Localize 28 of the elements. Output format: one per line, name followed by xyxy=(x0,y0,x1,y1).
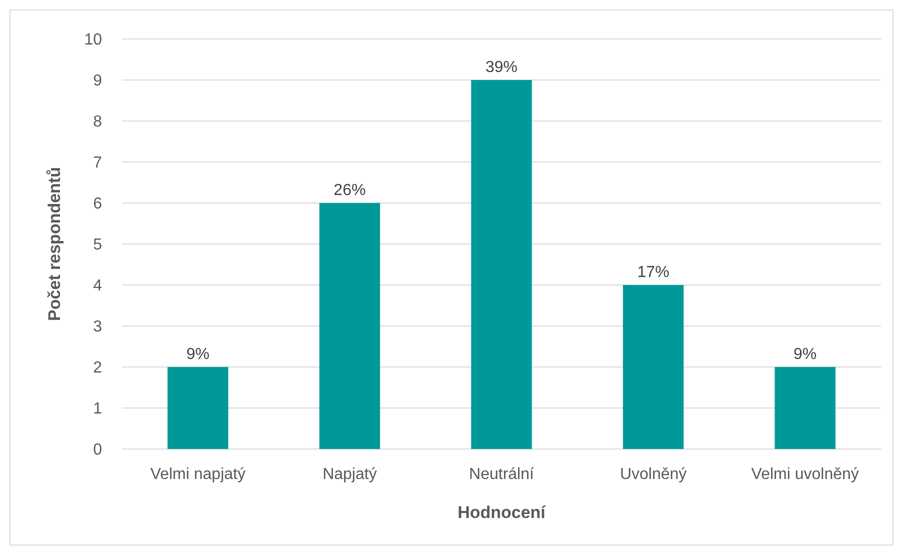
y-tick-label: 3 xyxy=(93,318,102,336)
y-tick-label: 4 xyxy=(93,278,102,295)
y-tick-label: 7 xyxy=(93,154,102,172)
x-tick-label: Napjatý xyxy=(322,466,377,483)
y-tick-label: 8 xyxy=(93,114,102,131)
bar xyxy=(471,80,532,449)
y-tick-label: 5 xyxy=(93,236,102,254)
y-tick-label: 2 xyxy=(93,360,102,377)
x-tick-label: Neutrální xyxy=(469,466,535,483)
annotation: 9% xyxy=(794,346,817,363)
y-tick-label: 0 xyxy=(93,442,102,459)
bar xyxy=(168,367,228,449)
y-axis-title: Počet respondentů xyxy=(45,167,64,321)
bar xyxy=(774,367,836,449)
x-tick-label: Uvolněný xyxy=(620,466,687,483)
bar xyxy=(319,203,380,449)
annotation: 17% xyxy=(637,264,670,281)
x-tick-label: Velmi napjatý xyxy=(150,466,246,483)
annotation: 26% xyxy=(334,182,366,199)
annotation: 39% xyxy=(485,59,518,76)
x-axis-title: Hodnocení xyxy=(458,503,547,522)
y-tick-label: 9 xyxy=(93,72,102,90)
bar xyxy=(622,285,684,449)
annotation: 9% xyxy=(186,346,210,363)
x-tick-label: Velmi uvolněný xyxy=(751,466,859,483)
y-tick-label: 10 xyxy=(84,32,102,49)
y-tick-label: 1 xyxy=(93,400,102,418)
y-tick-label: 6 xyxy=(93,196,102,213)
